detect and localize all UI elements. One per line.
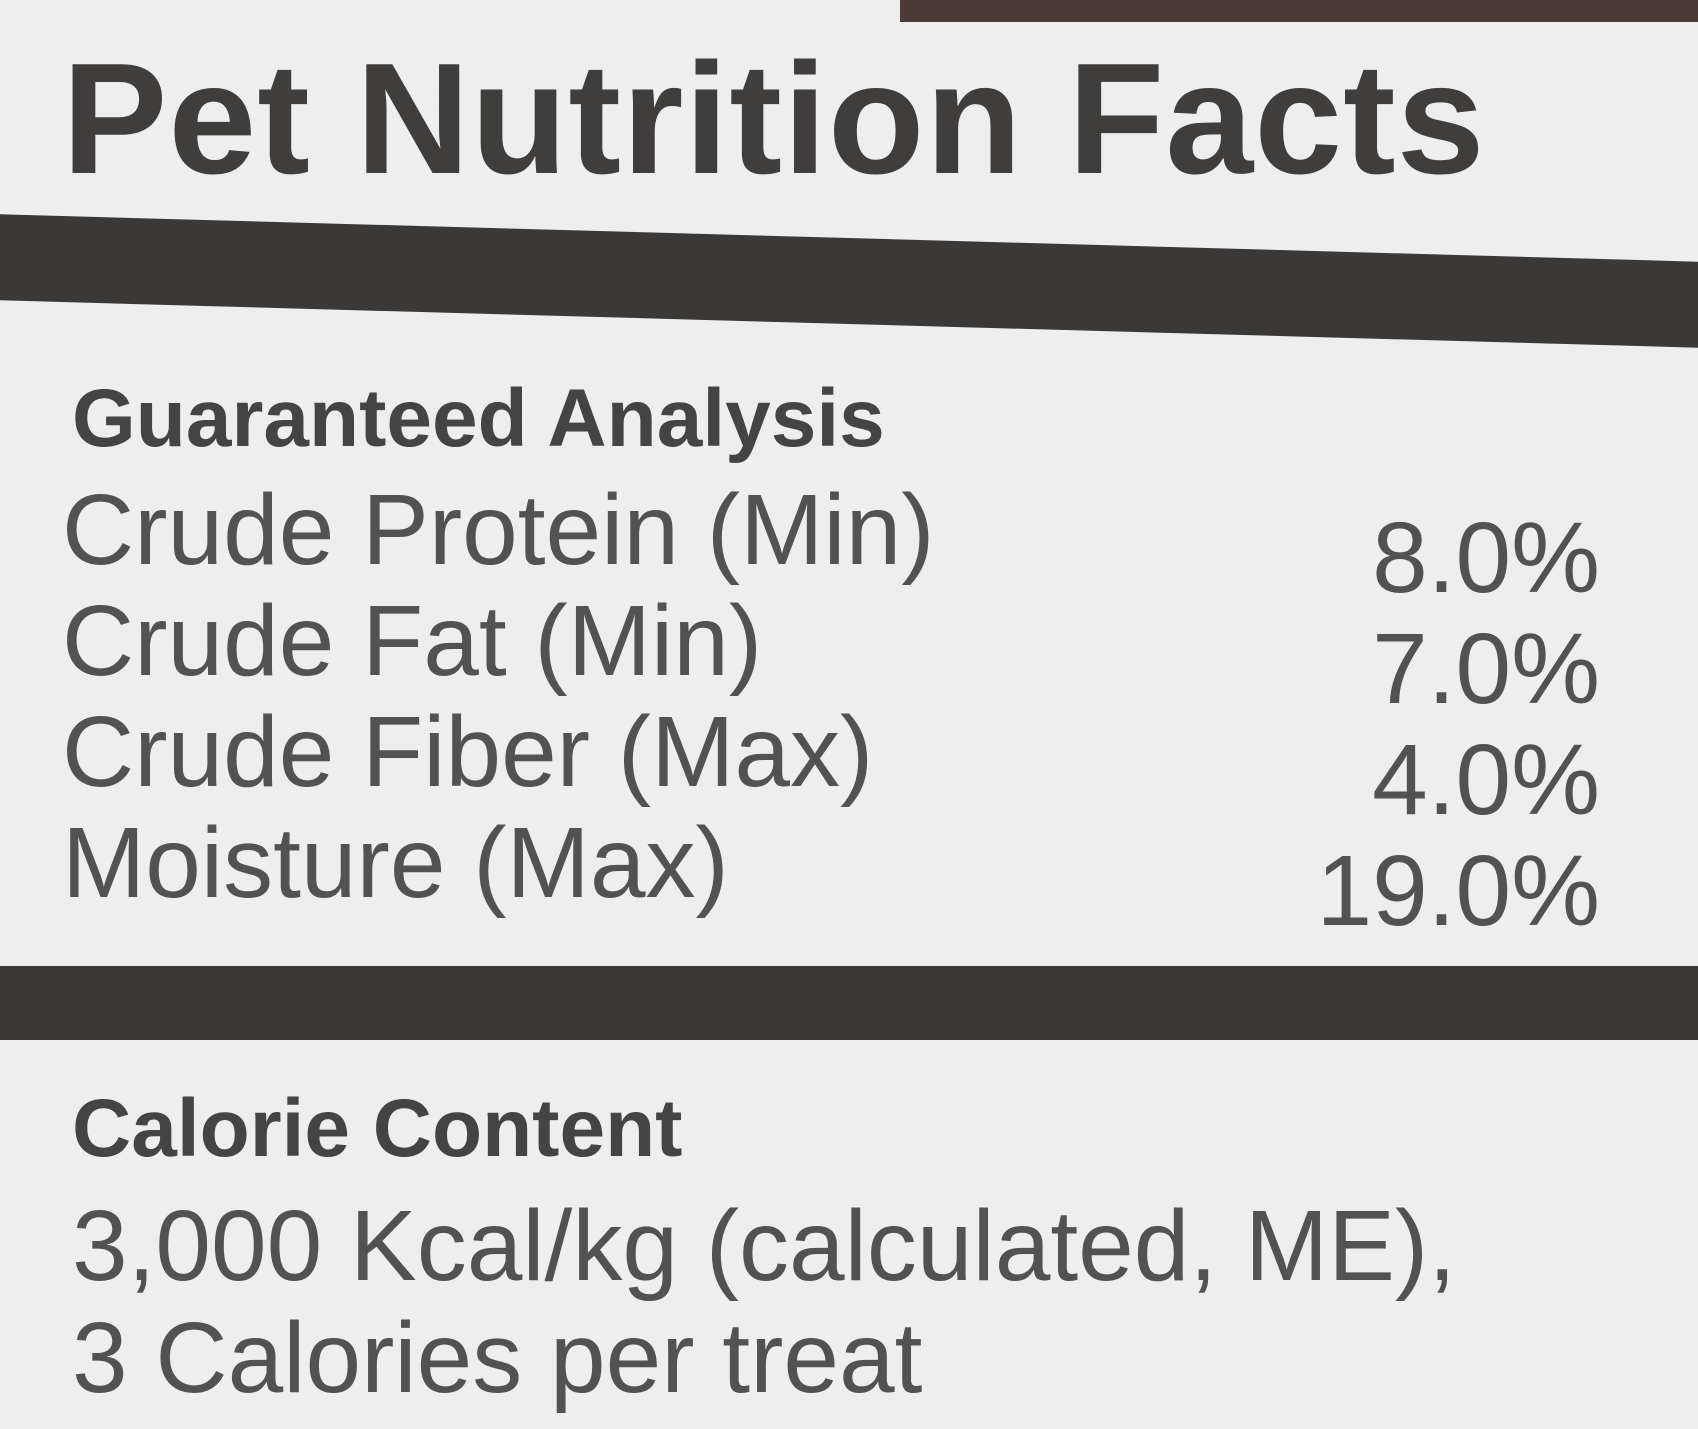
- nutrient-label: Moisture (Max): [62, 807, 729, 919]
- calorie-line: 3,000 Kcal/kg (calculated, ME),: [72, 1190, 1456, 1302]
- nutrient-label: Crude Fiber (Max): [62, 696, 874, 808]
- nutrient-label: Crude Fat (Min): [62, 585, 763, 697]
- nutrient-value: 19.0%: [1316, 835, 1600, 947]
- nutrient-value: 4.0%: [1372, 724, 1600, 836]
- section-heading: Calorie Content: [72, 1083, 683, 1174]
- top-strip: [900, 0, 1698, 22]
- nutrient-value: 7.0%: [1372, 613, 1600, 725]
- nutrient-value: 8.0%: [1372, 502, 1600, 614]
- divider-band: [0, 214, 1698, 348]
- title: Pet Nutrition Facts: [62, 31, 1486, 207]
- section-heading: Guaranteed Analysis: [72, 373, 885, 464]
- divider-band: [0, 966, 1698, 1040]
- nutrient-label: Crude Protein (Min): [62, 474, 935, 586]
- calorie-line: 3 Calories per treat: [72, 1302, 923, 1414]
